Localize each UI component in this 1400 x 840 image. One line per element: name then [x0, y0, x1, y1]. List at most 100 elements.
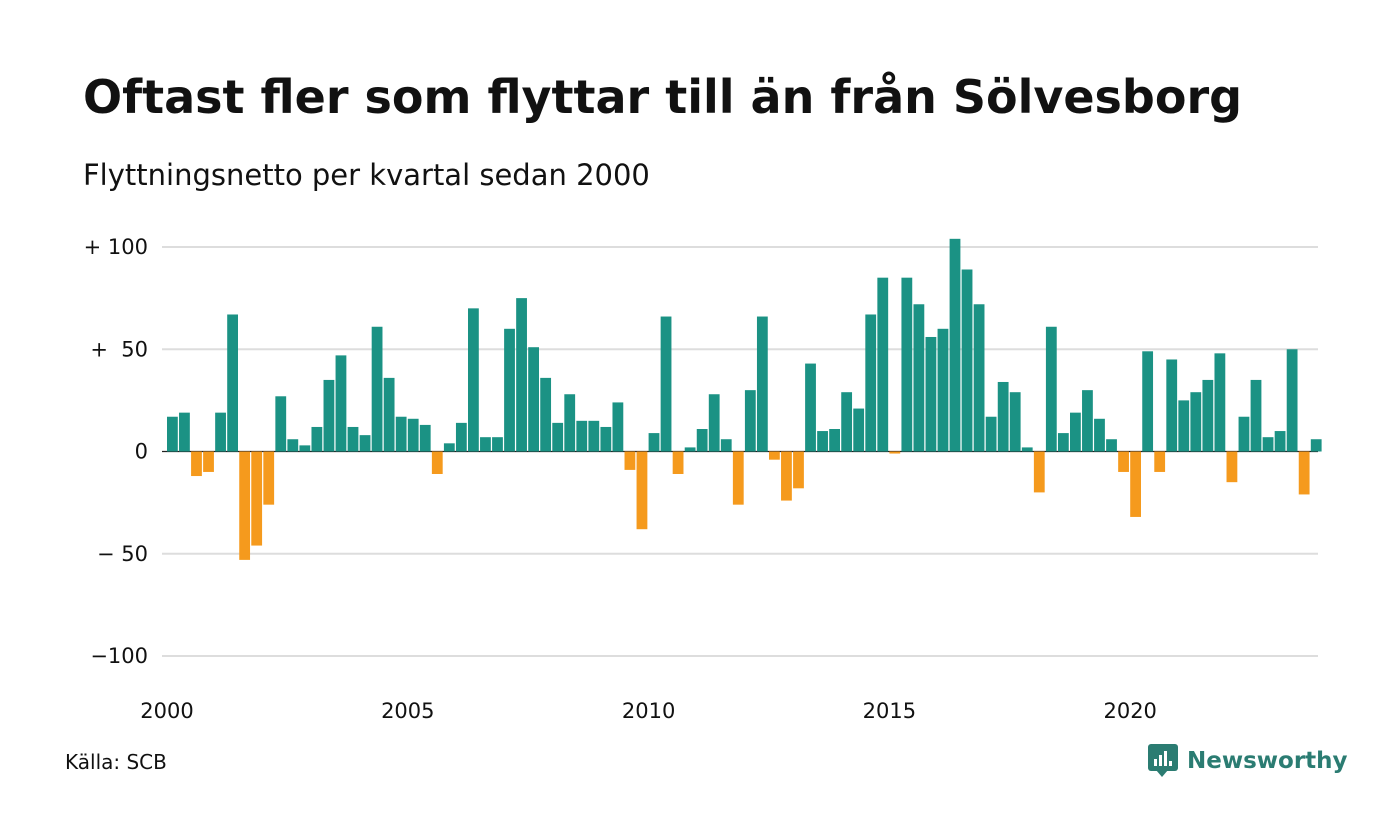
- bar: [997, 381, 1009, 452]
- bar: [913, 304, 925, 452]
- y-tick-label: 0: [135, 440, 148, 464]
- bar: [1130, 451, 1141, 517]
- bar: [612, 402, 624, 452]
- bar: [480, 437, 491, 452]
- bar: [564, 394, 576, 452]
- bar: [263, 451, 275, 505]
- bar: [1202, 379, 1214, 452]
- bar: [841, 392, 853, 452]
- bar: [323, 379, 335, 452]
- newsworthy-logo-icon: [1148, 744, 1178, 777]
- bar: [455, 422, 467, 452]
- bar: [1057, 433, 1069, 452]
- bar: [191, 451, 202, 477]
- bar: [1009, 392, 1021, 452]
- bar: [853, 408, 865, 452]
- bar: [299, 445, 311, 452]
- bar: [660, 316, 672, 452]
- bar: [817, 431, 828, 452]
- bar: [359, 435, 371, 452]
- bar: [1226, 451, 1238, 483]
- bar: [419, 424, 431, 452]
- bar: [540, 377, 552, 452]
- bar: [720, 439, 732, 452]
- bar: [552, 422, 564, 452]
- bar: [1214, 353, 1226, 452]
- bar: [1082, 390, 1093, 452]
- bar: [179, 412, 190, 452]
- bar: [829, 429, 840, 452]
- bar: [1045, 326, 1057, 452]
- bar: [311, 426, 323, 452]
- bar: [1310, 439, 1322, 452]
- bar: [443, 443, 455, 452]
- y-tick-label: + 100: [84, 235, 148, 259]
- bar: [492, 437, 503, 452]
- bar: [1033, 451, 1045, 493]
- bar: [1118, 451, 1129, 472]
- bar: [395, 416, 407, 452]
- bar: [1298, 451, 1310, 495]
- bar: [431, 451, 443, 474]
- bar: [781, 451, 792, 501]
- bar: [624, 451, 636, 470]
- bar: [636, 451, 648, 530]
- bar: [275, 396, 287, 452]
- bar: [672, 451, 684, 474]
- bar: [600, 426, 612, 452]
- bar: [1094, 418, 1105, 452]
- bar: [1106, 439, 1117, 452]
- bar: [347, 426, 359, 452]
- source-label: Källa: SCB: [65, 750, 167, 774]
- bar: [576, 420, 588, 452]
- bar: [383, 377, 395, 452]
- brand-logo[interactable]: Newsworthy: [1148, 744, 1348, 778]
- bar: [203, 451, 214, 472]
- bar: [1274, 431, 1286, 452]
- bar: [1166, 359, 1178, 452]
- brand-name: Newsworthy: [1187, 748, 1348, 774]
- bar: [528, 347, 539, 452]
- bar: [961, 269, 973, 452]
- bar: [251, 451, 263, 546]
- bar: [708, 394, 720, 452]
- bar: [949, 238, 961, 452]
- bar: [1262, 437, 1274, 452]
- bar: [925, 336, 937, 452]
- bar: [744, 390, 756, 452]
- bar: [1142, 351, 1154, 452]
- x-tick-label: 2005: [381, 699, 434, 723]
- bar: [901, 277, 913, 452]
- bar: [371, 326, 383, 452]
- bar: [1190, 392, 1202, 452]
- x-tick-label: 2010: [622, 699, 675, 723]
- bar: [516, 298, 527, 452]
- bar: [696, 429, 708, 452]
- bar: [937, 328, 949, 452]
- bar: [1286, 349, 1298, 452]
- bar: [468, 308, 479, 452]
- bar: [1178, 400, 1190, 452]
- y-tick-label: + 50: [90, 337, 148, 361]
- bar: [504, 328, 515, 452]
- bar: [877, 277, 889, 452]
- bar: [1238, 416, 1250, 452]
- bar: [167, 416, 178, 452]
- bar: [227, 314, 238, 452]
- bar: [889, 451, 901, 454]
- bar: [756, 316, 768, 452]
- bar: [1250, 379, 1262, 452]
- x-tick-label: 2000: [140, 699, 193, 723]
- bar: [239, 451, 251, 560]
- chart-title: Oftast fler som flyttar till än från Söl…: [83, 70, 1243, 124]
- bar: [985, 416, 997, 452]
- bar: [1154, 451, 1166, 472]
- bar: [973, 304, 985, 452]
- chart-subtitle: Flyttningsnetto per kvartal sedan 2000: [83, 158, 650, 192]
- x-tick-label: 2020: [1103, 699, 1156, 723]
- bar: [215, 412, 226, 452]
- bar: [805, 363, 816, 452]
- y-tick-label: − 50: [97, 542, 148, 566]
- bar: [793, 451, 804, 489]
